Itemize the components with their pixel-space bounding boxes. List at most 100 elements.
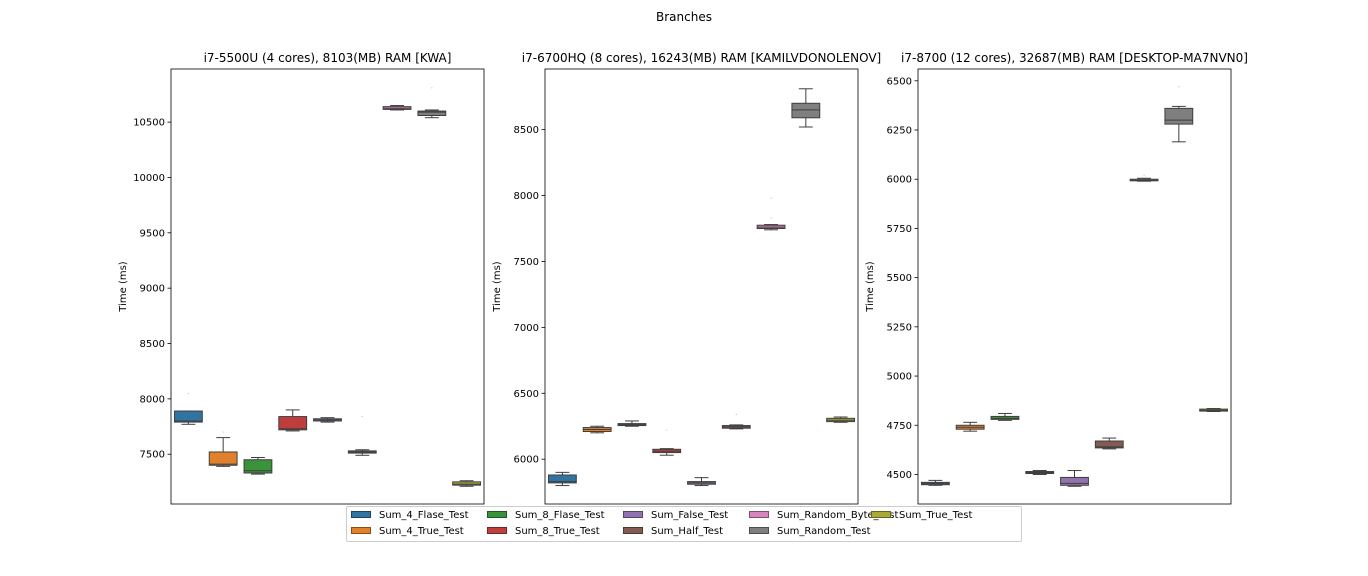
box-Sum_4_Flase_Test xyxy=(173,392,203,425)
legend-item: Sum_True_Test xyxy=(871,510,972,522)
y-tick-label: 8500 xyxy=(140,339,165,350)
subplot-3: 4500 4750 5000 5250 5500 5750 6000 6250 6500 i7-8… xyxy=(865,51,1248,505)
legend-label: Sum_True_Test xyxy=(899,510,973,521)
y-tick-label: 7000 xyxy=(514,323,539,334)
box-body xyxy=(243,459,273,474)
y-tick-label: 7500 xyxy=(140,450,165,461)
legend-item: Sum_8_True_Test xyxy=(487,526,600,538)
box-Sum_4_Flase_Test xyxy=(547,471,577,487)
legend-swatch xyxy=(487,526,507,534)
y-tick-label: 5500 xyxy=(887,273,912,284)
box-Sum_Random_Test xyxy=(791,88,821,128)
box-body xyxy=(173,410,203,423)
legend-label: Sum_False_Test xyxy=(651,510,729,521)
subplot-2: 6000 6500 7000 7500 8000 8500 i7-6700HQ (8 cor… xyxy=(492,51,881,505)
box-Sum_False_Test xyxy=(687,477,716,487)
legend: Sum_4_Flase_Test Sum_4_True_Test Sum_8_Fla… xyxy=(346,506,1022,542)
legend-swatch xyxy=(871,510,891,518)
legend-item: Sum_4_Flase_Test xyxy=(351,510,469,522)
y-tick-label: 6000 xyxy=(887,175,912,186)
flier-point xyxy=(770,197,772,199)
y-tick-label: 5000 xyxy=(887,372,912,383)
legend-swatch xyxy=(749,526,769,534)
y-axis-label: Time (ms) xyxy=(118,261,129,313)
box-Sum_True_Test xyxy=(452,480,482,487)
flier-point xyxy=(187,392,189,394)
y-tick-label: 9500 xyxy=(140,228,165,239)
legend-swatch xyxy=(487,510,507,518)
box-Sum_8_True_Test xyxy=(278,409,308,432)
y-tick-label: 6500 xyxy=(887,76,912,87)
flier-point xyxy=(361,415,363,418)
box-body xyxy=(278,416,308,431)
subplot-title: i7-6700HQ (8 cores), 16243(MB) RAM [KAMI… xyxy=(522,51,881,65)
subplot-title: i7-5500U (4 cores), 8103(MB) RAM [KWA] xyxy=(204,51,452,65)
y-tick-label: 6000 xyxy=(514,455,539,466)
legend-item: Sum_False_Test xyxy=(623,510,728,522)
legend-item: Sum_8_Flase_Test xyxy=(487,510,605,522)
subplot-1: 7500 8000 8500 9000 9500 10000 10500 i7-5500U (… xyxy=(118,51,485,505)
y-tick-label: 5750 xyxy=(887,224,912,235)
legend-label: Sum_Random_Test xyxy=(777,526,871,537)
box-Sum_8_True_Test xyxy=(652,429,682,456)
flier-point xyxy=(1143,174,1145,176)
y-tick-label: 4750 xyxy=(887,421,912,432)
box-body xyxy=(208,451,238,466)
box-Sum_Half_Test xyxy=(721,413,751,430)
flier-point xyxy=(222,431,224,433)
legend-swatch xyxy=(623,510,643,518)
box-Sum_Random_Byte_Test xyxy=(756,197,786,231)
legend-swatch xyxy=(351,510,371,518)
legend-item: Sum_Random_Byte_Test xyxy=(749,510,898,522)
legend-swatch xyxy=(623,526,643,534)
axes-frame xyxy=(917,68,1232,505)
y-axis-label: Time (ms) xyxy=(492,261,503,313)
y-tick-label: 10500 xyxy=(133,118,165,129)
legend-label: Sum_8_True_Test xyxy=(515,526,600,537)
y-tick-label: 9000 xyxy=(140,284,165,295)
y-tick-label: 7500 xyxy=(514,257,539,268)
y-tick-label: 6500 xyxy=(514,389,539,400)
box-body xyxy=(1094,440,1124,449)
box-Sum_4_True_Test xyxy=(208,431,238,467)
y-tick-label: 4500 xyxy=(887,470,912,481)
legend-label: Sum_4_Flase_Test xyxy=(379,510,469,521)
box-Sum_Random_Test xyxy=(417,87,447,119)
box-body xyxy=(417,110,447,116)
box-Sum_Random_Test xyxy=(1164,86,1194,143)
box-body xyxy=(1164,107,1194,125)
box-Sum_8_Flase_Test xyxy=(990,412,1020,421)
box-Sum_Half_Test xyxy=(347,415,377,456)
box-Sum_True_Test xyxy=(826,416,856,423)
legend-item: Sum_4_True_Test xyxy=(351,526,464,538)
y-tick-label: 8500 xyxy=(514,125,539,136)
box-Sum_Random_Byte_Test xyxy=(1129,174,1159,182)
legend-label: Sum_Half_Test xyxy=(651,526,724,537)
box-body xyxy=(1060,476,1089,486)
box-Sum_False_Test xyxy=(313,417,342,423)
box-Sum_4_True_Test xyxy=(582,425,612,434)
flier-point xyxy=(431,87,433,89)
flier-point xyxy=(735,413,737,415)
axes-frame xyxy=(170,68,485,505)
flier-point xyxy=(770,217,772,219)
y-tick-label: 5250 xyxy=(887,322,912,333)
box-Sum_4_Flase_Test xyxy=(920,479,950,486)
box-Sum_False_Test xyxy=(1060,470,1089,487)
subplot-title: i7-8700 (12 cores), 32687(MB) RAM [DESKT… xyxy=(901,51,1248,65)
box-Sum_4_True_Test xyxy=(955,421,985,432)
box-Sum_Random_Byte_Test xyxy=(382,105,412,111)
y-tick-label: 8000 xyxy=(514,191,539,202)
legend-label: Sum_4_True_Test xyxy=(379,526,464,537)
box-Sum_True_Test xyxy=(1199,408,1229,412)
y-tick-label: 6250 xyxy=(887,126,912,137)
legend-swatch xyxy=(749,510,769,518)
legend-label: Sum_8_Flase_Test xyxy=(515,510,605,521)
box-Sum_8_Flase_Test xyxy=(243,457,273,475)
y-axis-label: Time (ms) xyxy=(865,261,876,313)
flier-point xyxy=(1178,86,1180,88)
legend-swatch xyxy=(351,526,371,534)
figure-title: Branches xyxy=(656,10,712,24)
